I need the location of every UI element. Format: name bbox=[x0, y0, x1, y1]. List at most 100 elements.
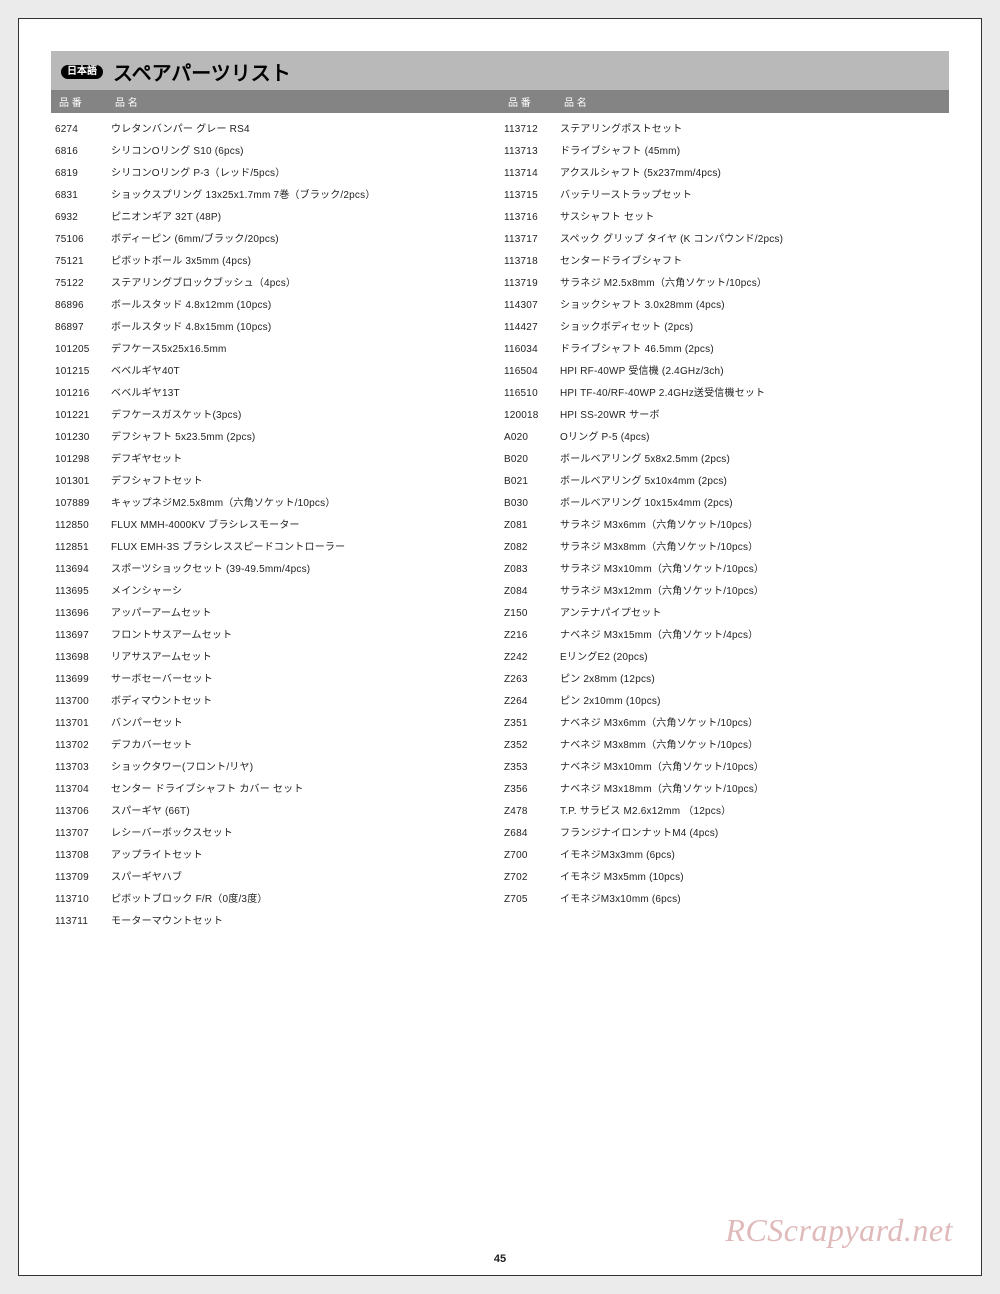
part-number: 120018 bbox=[500, 405, 560, 427]
parts-column-left: 6274ウレタンバンパー グレー RS46816シリコンOリング S10 (6p… bbox=[51, 119, 500, 933]
part-name: デフケース5x25x16.5mm bbox=[111, 339, 500, 361]
part-number: 101215 bbox=[51, 361, 111, 383]
parts-row: 6274ウレタンバンパー グレー RS4 bbox=[51, 119, 500, 141]
title-bar: 日本語 スペアパーツリスト bbox=[51, 51, 949, 90]
part-name: ピン 2x10mm (10pcs) bbox=[560, 691, 949, 713]
parts-row: 113696アッパーアームセット bbox=[51, 603, 500, 625]
parts-row: 116510HPI TF-40/RF-40WP 2.4GHz送受信機セット bbox=[500, 383, 949, 405]
part-name: センター ドライブシャフト カバー セット bbox=[111, 779, 500, 801]
parts-list: 6274ウレタンバンパー グレー RS46816シリコンOリング S10 (6p… bbox=[51, 119, 949, 933]
parts-row: 101301デフシャフトセット bbox=[51, 471, 500, 493]
part-name: バッテリーストラップセット bbox=[560, 185, 949, 207]
parts-row: 113698リアサスアームセット bbox=[51, 647, 500, 669]
part-name: ウレタンバンパー グレー RS4 bbox=[111, 119, 500, 141]
part-name: ベベルギヤ13T bbox=[111, 383, 500, 405]
part-number: Z263 bbox=[500, 669, 560, 691]
part-name: ショックボディセット (2pcs) bbox=[560, 317, 949, 339]
parts-row: B021ボールベアリング 5x10x4mm (2pcs) bbox=[500, 471, 949, 493]
parts-row: 75122ステアリングブロックブッシュ（4pcs） bbox=[51, 273, 500, 295]
parts-row: Z351ナベネジ M3x6mm（六角ソケット/10pcs） bbox=[500, 713, 949, 735]
part-number: 116504 bbox=[500, 361, 560, 383]
parts-row: 113708アップライトセット bbox=[51, 845, 500, 867]
part-number: 116510 bbox=[500, 383, 560, 405]
part-name: デフシャフト 5x23.5mm (2pcs) bbox=[111, 427, 500, 449]
page-number: 45 bbox=[19, 1253, 981, 1265]
parts-row: 120018HPI SS-20WR サーボ bbox=[500, 405, 949, 427]
part-number: 113700 bbox=[51, 691, 111, 713]
part-number: 75121 bbox=[51, 251, 111, 273]
part-number: 113697 bbox=[51, 625, 111, 647]
parts-row: 113706スパーギヤ (66T) bbox=[51, 801, 500, 823]
parts-row: 113710ピボットブロック F/R（0度/3度） bbox=[51, 889, 500, 911]
part-number: Z702 bbox=[500, 867, 560, 889]
parts-row: 101298デフギヤセット bbox=[51, 449, 500, 471]
part-number: 75106 bbox=[51, 229, 111, 251]
parts-row: 113697フロントサスアームセット bbox=[51, 625, 500, 647]
header-num-label: 品 番 bbox=[500, 94, 564, 109]
part-name: ボールベアリング 10x15x4mm (2pcs) bbox=[560, 493, 949, 515]
part-name: ピボットボール 3x5mm (4pcs) bbox=[111, 251, 500, 273]
part-name: アンテナパイプセット bbox=[560, 603, 949, 625]
part-name: サスシャフト セット bbox=[560, 207, 949, 229]
parts-row: 113702デフカバーセット bbox=[51, 735, 500, 757]
part-number: Z083 bbox=[500, 559, 560, 581]
part-number: 6816 bbox=[51, 141, 111, 163]
part-number: 101216 bbox=[51, 383, 111, 405]
part-number: 112850 bbox=[51, 515, 111, 537]
part-name: EリングE2 (20pcs) bbox=[560, 647, 949, 669]
parts-row: 6831ショックスプリング 13x25x1.7mm 7巻（ブラック/2pcs） bbox=[51, 185, 500, 207]
part-number: Z353 bbox=[500, 757, 560, 779]
part-number: Z700 bbox=[500, 845, 560, 867]
part-name: HPI RF-40WP 受信機 (2.4GHz/3ch) bbox=[560, 361, 949, 383]
part-number: 6274 bbox=[51, 119, 111, 141]
part-name: センタードライブシャフト bbox=[560, 251, 949, 273]
parts-row: 113711モーターマウントセット bbox=[51, 911, 500, 933]
part-number: 113718 bbox=[500, 251, 560, 273]
parts-row: 113713ドライブシャフト (45mm) bbox=[500, 141, 949, 163]
part-number: B020 bbox=[500, 449, 560, 471]
parts-row: Z705イモネジM3x10mm (6pcs) bbox=[500, 889, 949, 911]
part-name: ボールスタッド 4.8x12mm (10pcs) bbox=[111, 295, 500, 317]
part-name: スペック グリップ タイヤ (K コンパウンド/2pcs) bbox=[560, 229, 949, 251]
parts-row: 6932ピニオンギア 32T (48P) bbox=[51, 207, 500, 229]
parts-row: Z150アンテナパイプセット bbox=[500, 603, 949, 625]
part-number: 114427 bbox=[500, 317, 560, 339]
part-number: 101205 bbox=[51, 339, 111, 361]
part-number: 101301 bbox=[51, 471, 111, 493]
part-name: ステアリングブロックブッシュ（4pcs） bbox=[111, 273, 500, 295]
part-number: 113708 bbox=[51, 845, 111, 867]
part-name: サラネジ M3x10mm（六角ソケット/10pcs） bbox=[560, 559, 949, 581]
part-name: ショックスプリング 13x25x1.7mm 7巻（ブラック/2pcs） bbox=[111, 185, 500, 207]
part-number: Z216 bbox=[500, 625, 560, 647]
parts-row: Z352ナベネジ M3x8mm（六角ソケット/10pcs） bbox=[500, 735, 949, 757]
part-number: Z705 bbox=[500, 889, 560, 911]
part-name: イモネジM3x10mm (6pcs) bbox=[560, 889, 949, 911]
parts-row: 112850FLUX MMH-4000KV ブラシレスモーター bbox=[51, 515, 500, 537]
part-name: アクスルシャフト (5x237mm/4pcs) bbox=[560, 163, 949, 185]
part-number: 113703 bbox=[51, 757, 111, 779]
part-name: ステアリングポストセット bbox=[560, 119, 949, 141]
parts-row: 113709スパーギヤハブ bbox=[51, 867, 500, 889]
parts-row: 113701バンパーセット bbox=[51, 713, 500, 735]
part-name: デフカバーセット bbox=[111, 735, 500, 757]
part-number: Z150 bbox=[500, 603, 560, 625]
parts-row: 86897ボールスタッド 4.8x15mm (10pcs) bbox=[51, 317, 500, 339]
part-number: Z351 bbox=[500, 713, 560, 735]
part-number: 113714 bbox=[500, 163, 560, 185]
part-number: B030 bbox=[500, 493, 560, 515]
watermark: RCScrapyard.net bbox=[725, 1212, 953, 1249]
part-number: 113702 bbox=[51, 735, 111, 757]
parts-row: 114307ショックシャフト 3.0x28mm (4pcs) bbox=[500, 295, 949, 317]
part-name: デフシャフトセット bbox=[111, 471, 500, 493]
part-number: 113701 bbox=[51, 713, 111, 735]
parts-row: 6816シリコンOリング S10 (6pcs) bbox=[51, 141, 500, 163]
part-number: 113699 bbox=[51, 669, 111, 691]
part-number: 113706 bbox=[51, 801, 111, 823]
part-number: 113710 bbox=[51, 889, 111, 911]
part-name: FLUX MMH-4000KV ブラシレスモーター bbox=[111, 515, 500, 537]
part-number: 86896 bbox=[51, 295, 111, 317]
parts-row: A020Oリング P-5 (4pcs) bbox=[500, 427, 949, 449]
parts-row: 116504HPI RF-40WP 受信機 (2.4GHz/3ch) bbox=[500, 361, 949, 383]
part-name: ベベルギヤ40T bbox=[111, 361, 500, 383]
page-container: 日本語 スペアパーツリスト 品 番 品 名 品 番 品 名 6274ウレタンバン… bbox=[18, 18, 982, 1276]
